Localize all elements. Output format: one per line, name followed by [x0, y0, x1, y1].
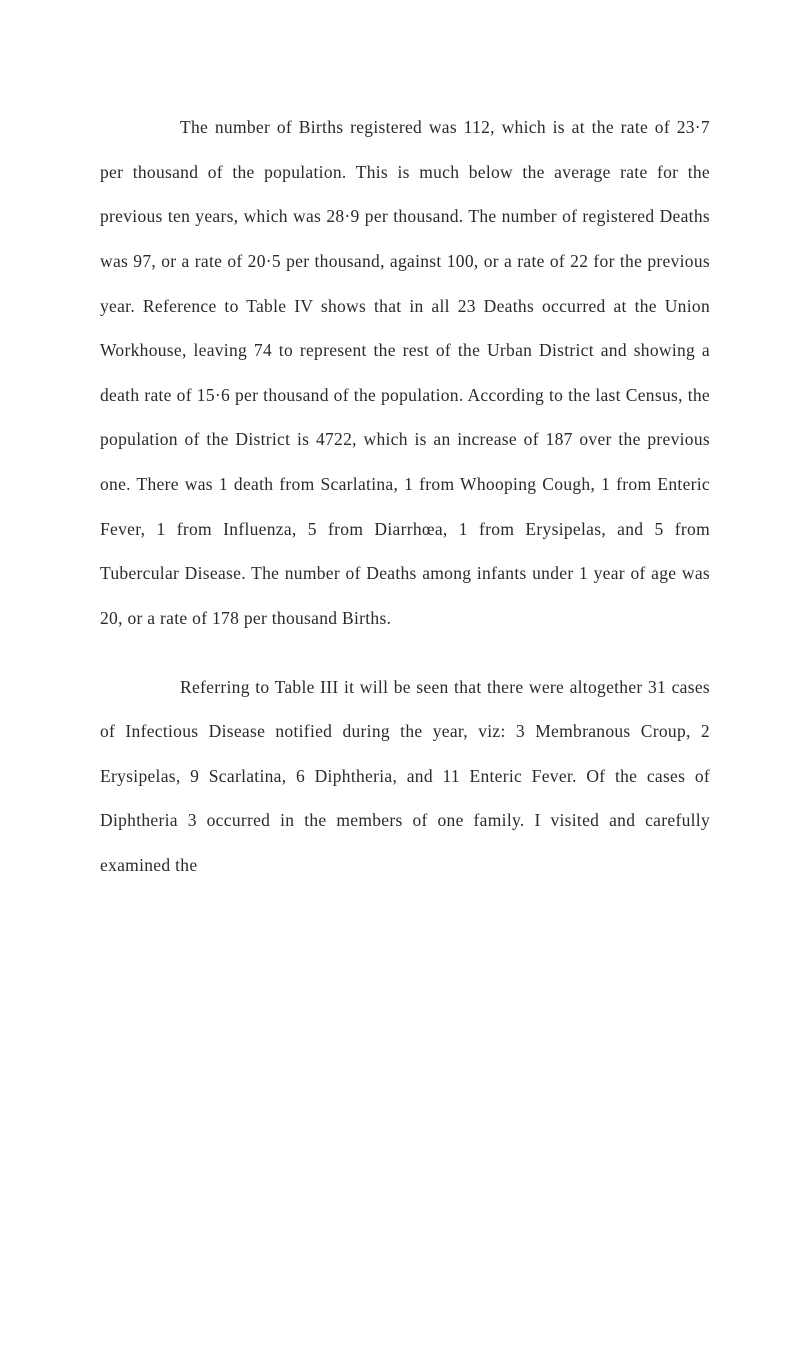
paragraph-1: The number of Births registered was 112,…: [100, 105, 710, 641]
paragraph-2: Referring to Table III it will be seen t…: [100, 665, 710, 888]
document-page: The number of Births registered was 112,…: [100, 105, 710, 888]
